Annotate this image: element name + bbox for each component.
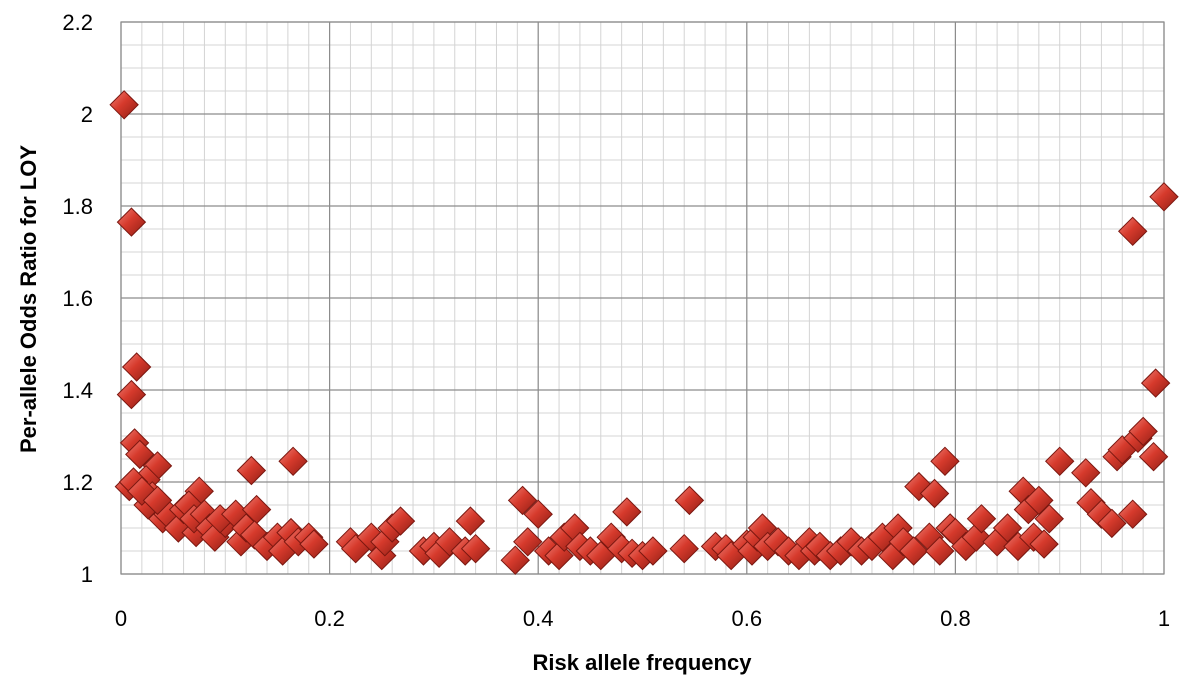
- y-tick-label: 1: [81, 562, 93, 587]
- y-axis-title: Per-allele Odds Ratio for LOY: [16, 145, 41, 453]
- data-point: [992, 513, 1023, 543]
- x-tick-label: 0.8: [940, 606, 971, 631]
- data-point: [500, 545, 530, 575]
- x-tick-label: 0.4: [523, 606, 554, 631]
- data-point: [460, 533, 491, 564]
- data-point: [455, 506, 486, 536]
- data-point: [278, 446, 308, 477]
- data-point: [1118, 499, 1148, 529]
- data-point: [523, 499, 553, 529]
- data-point: [966, 504, 997, 534]
- data-point: [116, 379, 147, 410]
- data-point: [1138, 441, 1169, 472]
- data-point: [116, 207, 147, 237]
- data-point: [1029, 529, 1059, 559]
- x-axis-title: Risk allele frequency: [533, 650, 753, 675]
- y-tick-label: 1.8: [62, 194, 93, 219]
- x-tick-label: 0.2: [314, 606, 345, 631]
- data-point: [385, 506, 416, 536]
- x-tick-label: 1: [1158, 606, 1170, 631]
- data-point: [1034, 504, 1064, 534]
- y-tick-label: 1.2: [62, 470, 93, 495]
- data-points: [109, 90, 1179, 575]
- x-tick-label: 0.6: [732, 606, 763, 631]
- data-point: [236, 455, 267, 486]
- data-point: [925, 536, 955, 566]
- data-point: [1097, 508, 1127, 539]
- plot-frame: [120, 21, 1165, 575]
- y-tick-label: 2.2: [62, 10, 93, 35]
- x-axis-tick-labels: 0 0.2 0.4 0.6 0.8 1: [115, 606, 1170, 631]
- plot-area-border: [120, 21, 1165, 575]
- data-point: [669, 533, 699, 564]
- data-point: [513, 527, 543, 557]
- data-point: [638, 536, 668, 566]
- data-point: [1044, 446, 1075, 477]
- data-point: [121, 352, 152, 382]
- data-point: [1128, 416, 1158, 447]
- data-point: [109, 90, 139, 120]
- data-point: [125, 439, 155, 470]
- data-point: [1024, 485, 1054, 516]
- data-point: [1118, 216, 1148, 247]
- y-axis-tick-labels: 1 1.2 1.4 1.6 1.8 2 2.2: [62, 10, 93, 587]
- data-point: [142, 485, 173, 516]
- y-tick-label: 1.4: [62, 378, 93, 403]
- data-point: [1149, 182, 1179, 212]
- y-tick-label: 1.6: [62, 286, 93, 311]
- data-point: [898, 536, 929, 566]
- data-point: [1140, 368, 1171, 398]
- data-point: [1071, 458, 1101, 488]
- data-point: [612, 497, 642, 527]
- data-point: [919, 478, 950, 509]
- x-tick-label: 0: [115, 606, 127, 631]
- data-point: [674, 485, 705, 516]
- data-point: [930, 446, 960, 477]
- data-point: [507, 485, 538, 516]
- data-point: [299, 529, 329, 559]
- y-tick-label: 2: [81, 102, 93, 127]
